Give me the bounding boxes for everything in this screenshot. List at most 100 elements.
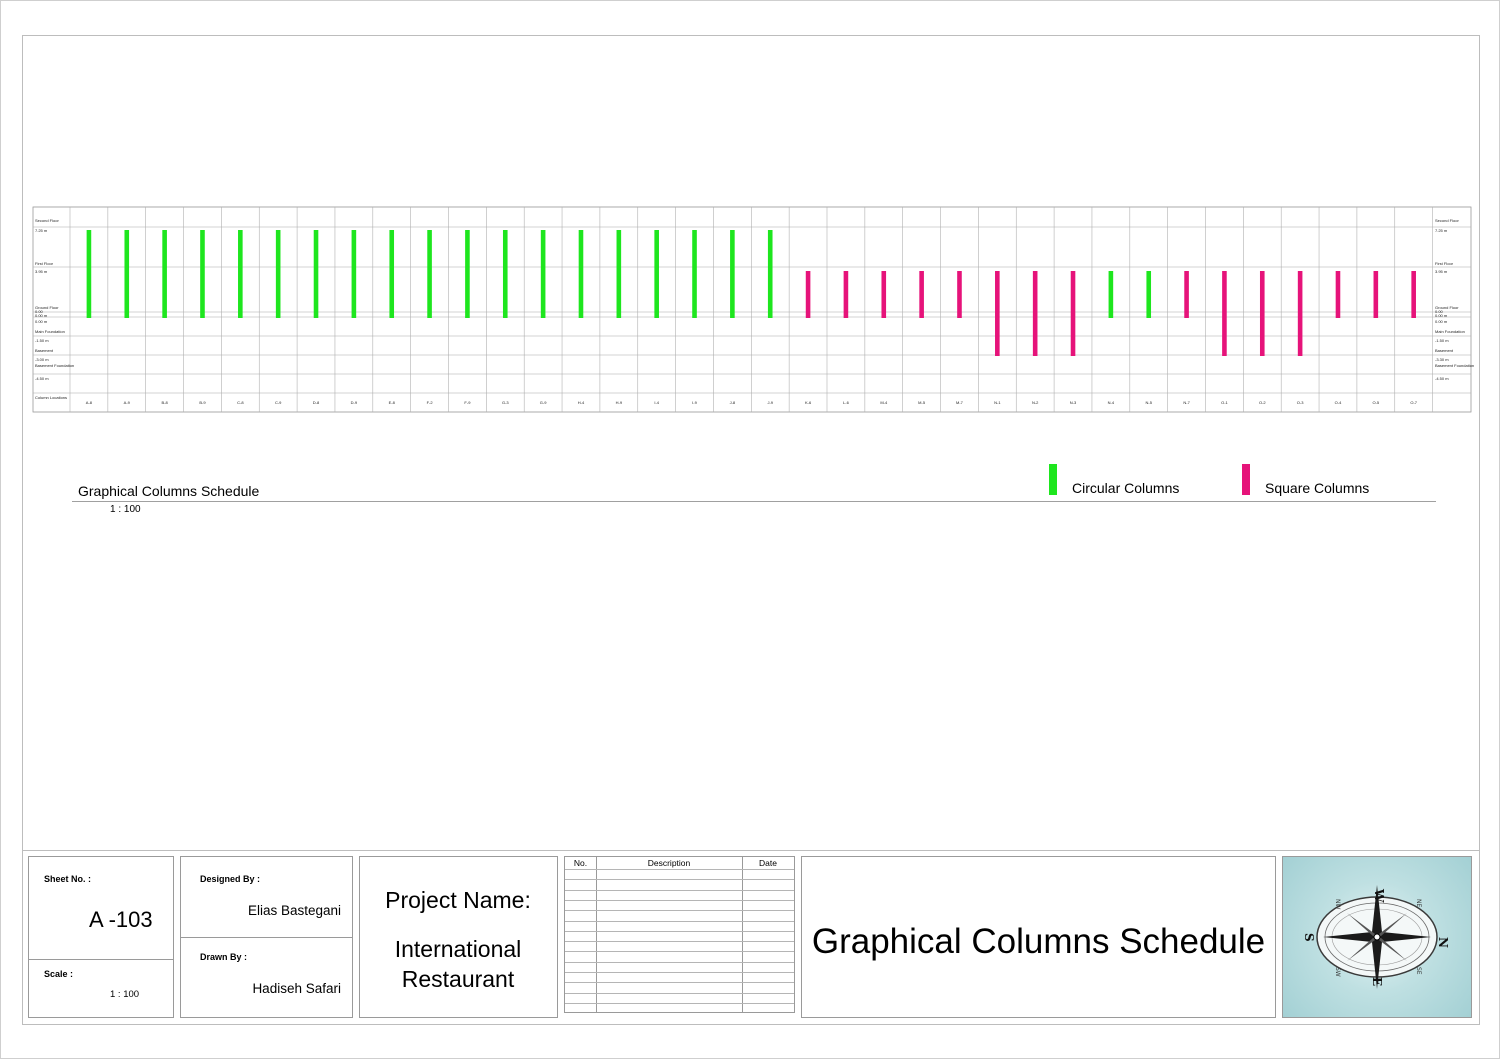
column-bar-O-7 [1411,271,1416,318]
circular-legend-swatch [1049,464,1057,495]
column-bar-H-9 [616,230,622,318]
column-bar-N-1 [995,271,1000,356]
column-location-label: N-3 [1070,400,1077,405]
row-label-right: 3.95 m [1435,269,1448,274]
column-location-label: G-3 [502,400,509,405]
column-bar-J-8 [730,230,735,318]
column-location-label: O-3 [1297,400,1304,405]
row-label: Basement [35,348,54,353]
revision-row [565,869,794,870]
column-location-label: O-7 [1410,400,1417,405]
row-label-right: 0.00 m [1435,313,1448,318]
credits-divider [180,937,353,938]
designed-by-value: Elias Bastegani [247,903,341,918]
view-caption-title: Graphical Columns Schedule [78,483,260,499]
column-bar-A-8 [86,230,92,318]
compass-rose: W N E S NW NE SW SE [1282,856,1472,1018]
column-location-label: H-4 [578,400,585,405]
compass-letter: SE [1415,967,1422,975]
revision-row [565,961,794,963]
column-location-label: H-9 [616,400,623,405]
row-label-right: Second Floor [1435,218,1459,223]
column-bar-I-4 [654,230,659,318]
column-location-label: B-8 [162,400,169,405]
column-bar-C-9 [275,230,281,318]
column-bar-C-8 [238,230,243,318]
column-bar-D-8 [313,230,319,318]
row-label-right: -3.30 m [1435,357,1449,362]
view-caption-scale: 1 : 100 [110,504,141,515]
column-bar-N-7 [1184,271,1189,318]
revision-row [565,951,794,953]
column-bar-O-3 [1297,271,1303,356]
row-label-right: 7.25 m [1435,228,1448,233]
sheet-no-value: A -103 [89,907,153,932]
drawing-frame [22,35,1480,1025]
column-location-label: B-9 [199,400,206,405]
revisions-table: No. Description Date [564,856,795,1013]
column-location-label: E-8 [389,400,396,405]
column-bar-O-5 [1373,271,1379,318]
title-block-divider [22,850,1479,851]
column-bar-K-6 [805,271,811,318]
compass-letter: N [1436,937,1450,948]
rev-header-no: No. [573,858,588,868]
row-label-right: Ground Floor [1435,305,1459,310]
row-label: Column Locations [35,395,67,400]
designed-by-label: Designed By : [200,874,261,884]
scale-label: Scale : [44,969,74,979]
column-bar-F-2 [427,230,432,318]
row-label: 0.00 m [35,319,48,324]
row-label: -3.00 m [35,357,49,362]
column-location-label: K-6 [805,400,812,405]
column-bar-G-3 [502,230,508,318]
column-bar-O-4 [1335,271,1341,318]
column-location-label: M-7 [956,400,964,405]
columns-schedule-grid: Second Floor 7.25 m First Floor 3.95 m Groun… [32,206,1474,413]
project-name-line1: International [394,936,522,962]
drawn-by-label: Drawn By : [200,952,248,962]
column-bar-N-4 [1108,271,1114,318]
column-location-label: J-9 [767,400,773,405]
revision-row [565,972,794,973]
compass-letter: W [1372,888,1386,903]
row-label: First Floor [35,261,54,266]
rev-col-line [742,857,743,1012]
column-location-label: F-9 [464,400,471,405]
row-label-right: -4.50 m [1435,376,1449,381]
sheet-box-divider [28,959,174,960]
caption-underline [72,501,1436,502]
schedule-frame [32,206,1472,413]
column-bar-D-9 [351,230,357,318]
column-location-label: L-6 [843,400,850,405]
column-location-label: O-1 [1221,400,1228,405]
compass-letter: SW [1334,967,1341,977]
column-bar-M-4 [881,271,887,318]
column-bar-M-7 [957,271,962,318]
row-label-right: Basement [1435,348,1454,353]
column-location-label: D-8 [313,400,320,405]
column-bar-B-8 [162,230,167,318]
row-label: 0.00 m [35,313,48,318]
row-label-right: Main Foundation [1435,329,1465,334]
drawn-by-value: Hadiseh Safari [252,981,341,996]
revision-row [565,910,794,912]
column-bar-N-2 [1032,271,1038,356]
row-label: Second Floor [35,218,59,223]
column-location-label: I-9 [692,400,697,405]
circular-legend-label: Circular Columns [1072,480,1180,496]
compass-letter: NE [1415,899,1422,907]
project-label: Project Name: [385,887,531,913]
column-location-label: O-2 [1259,400,1266,405]
row-label: -1.50 m [35,338,49,343]
rev-header-date: Date [759,858,777,868]
column-location-label: J-8 [730,400,736,405]
revision-row [565,920,794,922]
revision-row [565,899,794,901]
column-location-label: D-9 [351,400,358,405]
column-bar-O-1 [1222,271,1227,356]
revision-row [565,982,794,984]
column-bar-N-5 [1146,271,1152,318]
column-location-label: M-5 [918,400,926,405]
revision-row [565,941,794,943]
